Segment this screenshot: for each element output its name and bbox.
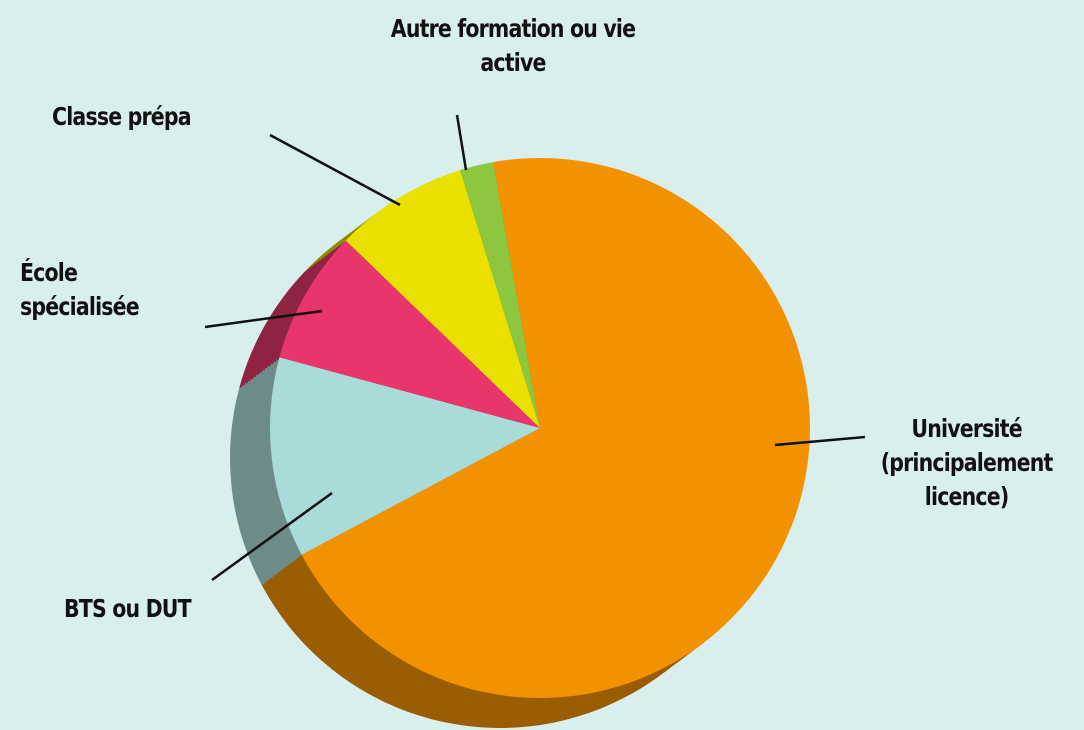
leader-line	[269, 133, 401, 207]
pie-slice	[279, 240, 540, 428]
slice-label: Autre formation ou vie active	[390, 14, 636, 77]
slice-label: Classe prépa	[52, 102, 192, 131]
leader-line	[204, 309, 323, 329]
slice-label: BTS ou DUT	[64, 594, 192, 623]
leader-lines	[204, 114, 866, 582]
pie-slice	[460, 162, 540, 428]
pie-slice	[345, 170, 540, 429]
leader-line	[774, 435, 866, 447]
pie-slice	[269, 357, 540, 555]
leader-line	[455, 114, 468, 171]
slice-label: École spécialisée	[20, 258, 140, 321]
pie-top	[269, 158, 810, 698]
leader-line	[211, 491, 333, 582]
slice-label: Université (principalement licence)	[880, 414, 1054, 511]
pie-slice	[301, 158, 810, 698]
